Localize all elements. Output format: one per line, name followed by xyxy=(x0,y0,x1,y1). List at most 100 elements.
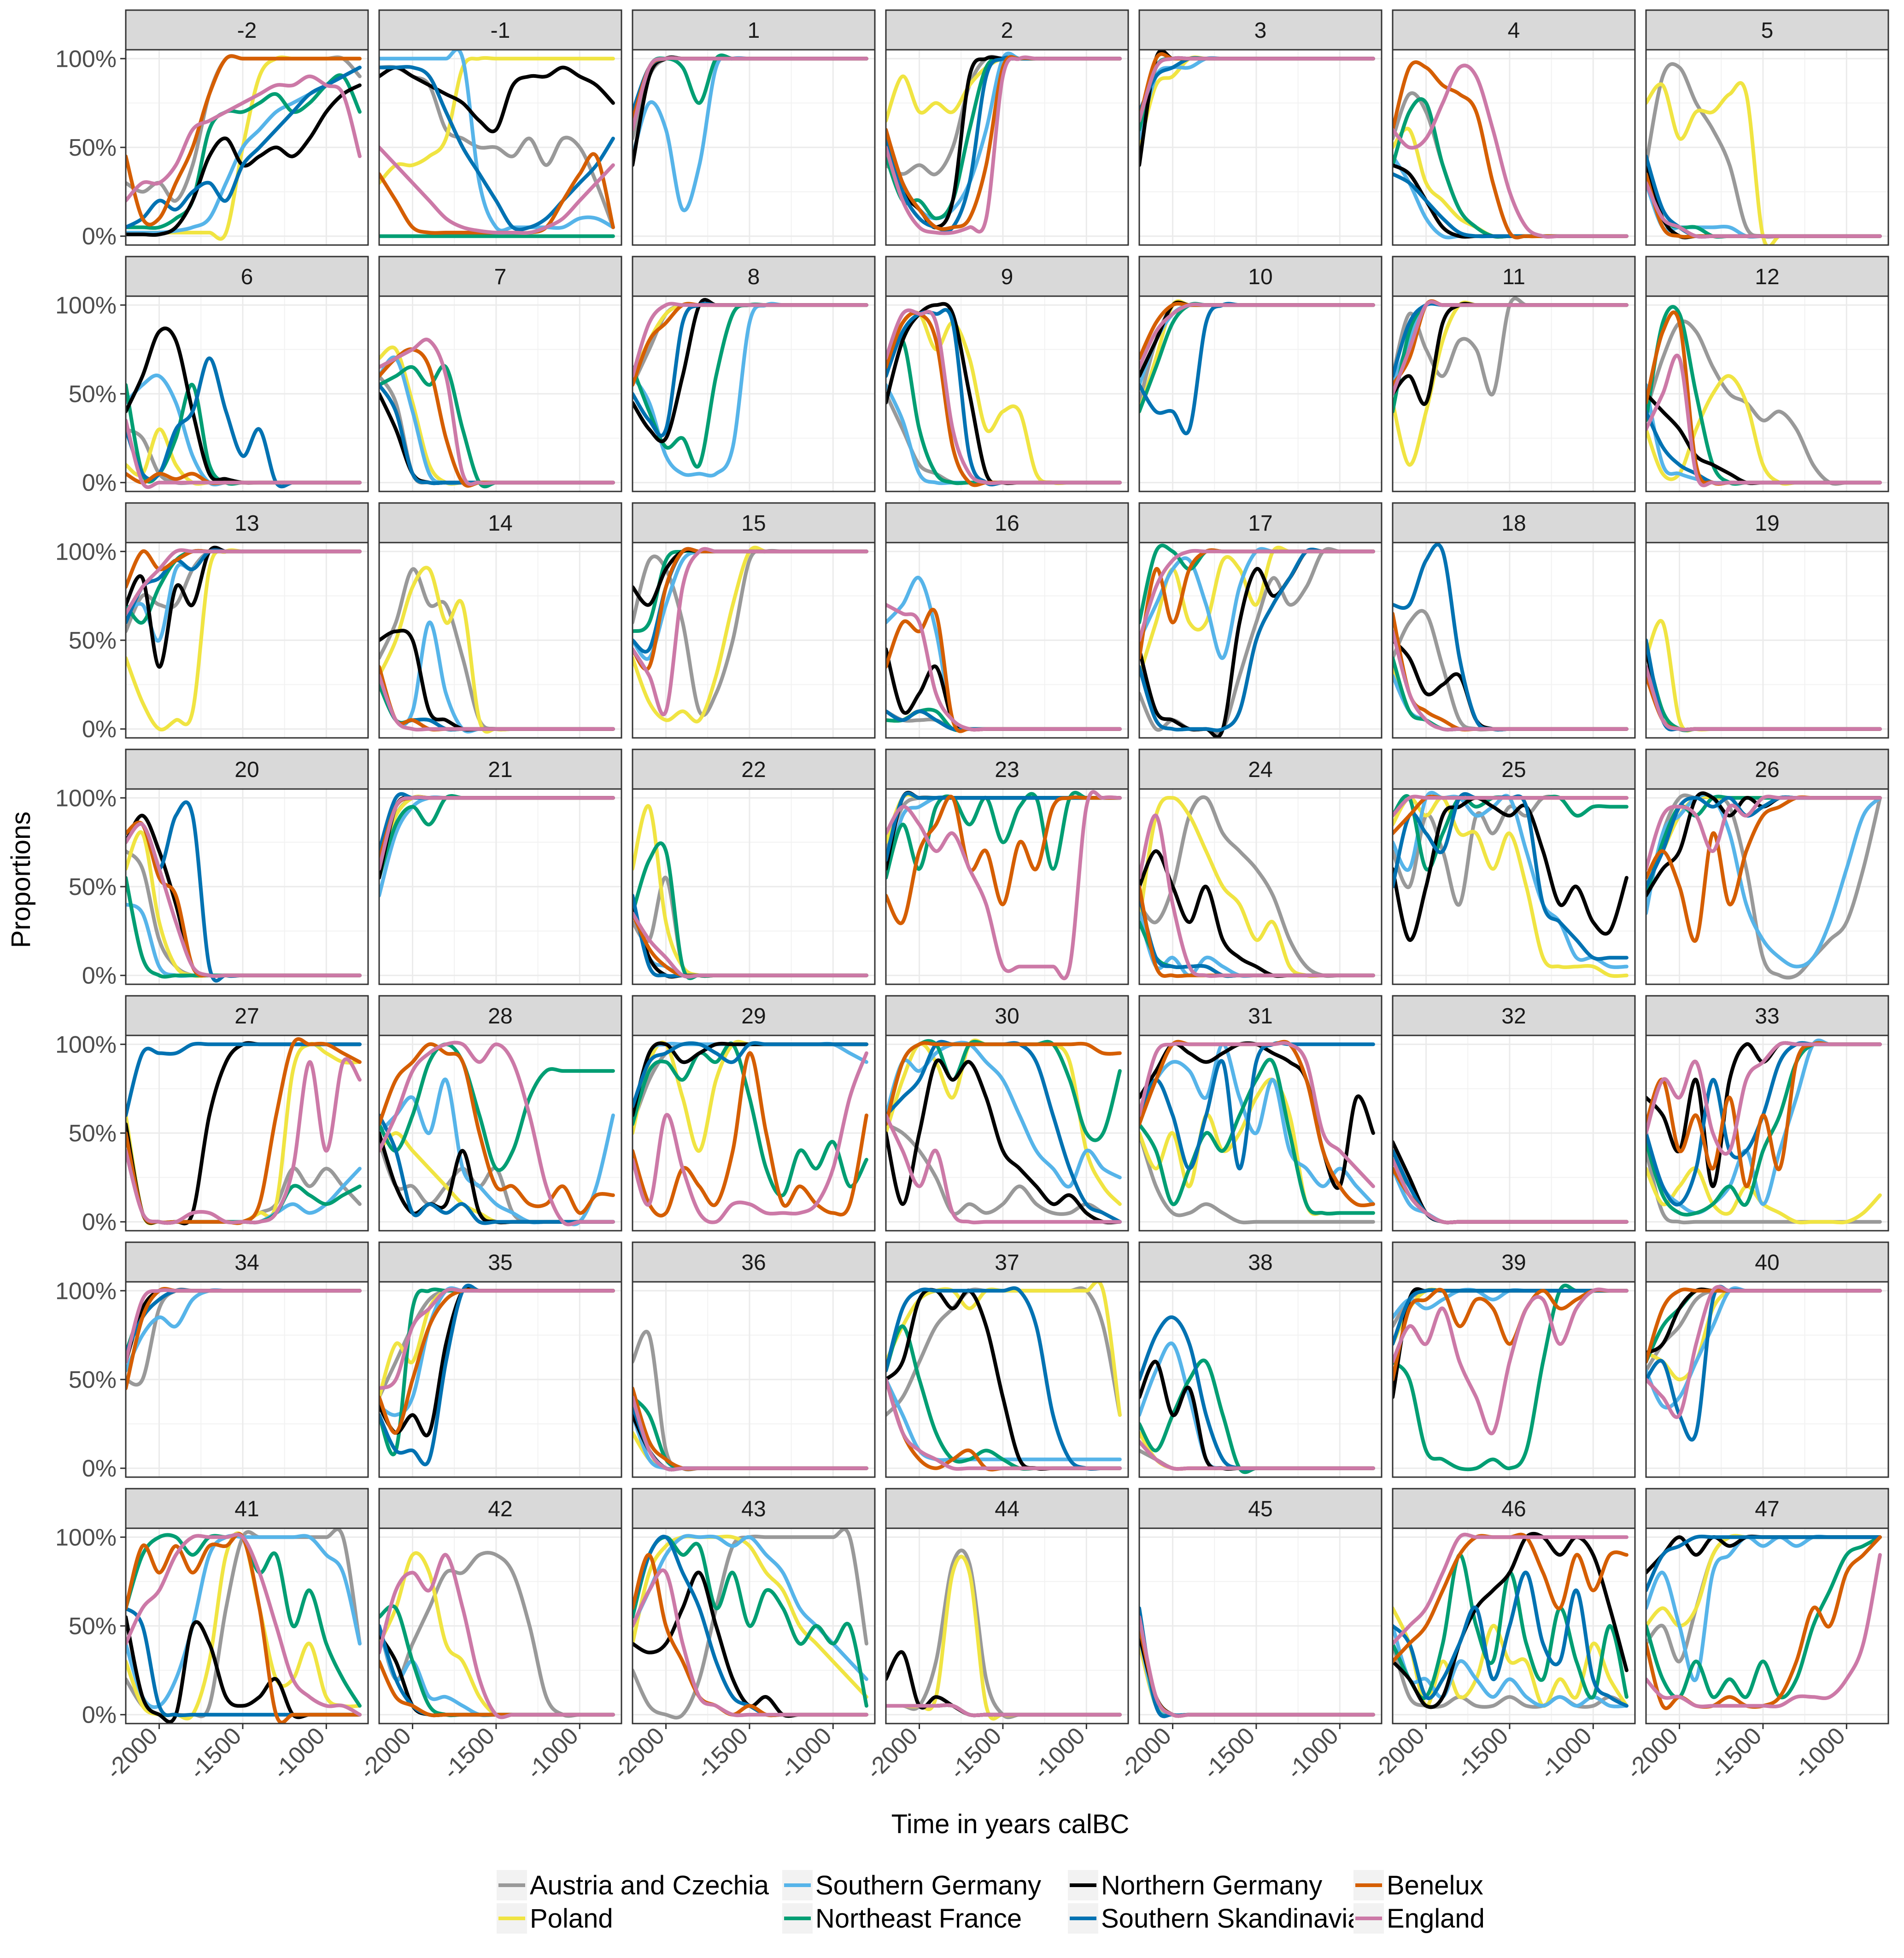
y-tick-label: 50% xyxy=(69,627,117,654)
series-lines xyxy=(633,1330,868,1472)
facet-panel-26: 26 xyxy=(1645,748,1889,985)
legend-label: Southern Germany xyxy=(815,1870,1041,1900)
panel-border xyxy=(378,788,622,985)
facet-panel-25: 25 xyxy=(1392,748,1636,985)
legend-item-benelux: Benelux xyxy=(1353,1870,1483,1900)
facet-strip xyxy=(632,748,876,790)
facet-strip xyxy=(1138,9,1383,51)
facet-panel-27: 27 xyxy=(125,995,369,1232)
panel-border xyxy=(1392,1281,1636,1478)
facet-strip xyxy=(632,9,876,51)
series-lines xyxy=(1139,299,1375,435)
facet-strip xyxy=(1645,1488,1889,1529)
series-line-benelux xyxy=(1393,1532,1629,1664)
facet-strip-label: 39 xyxy=(1501,1251,1526,1275)
panel-border xyxy=(632,295,876,492)
facet-strip-label: -1 xyxy=(491,18,510,43)
panel-border xyxy=(378,295,622,492)
legend-label: Poland xyxy=(530,1904,613,1934)
facet-panel-2: 2 xyxy=(885,9,1129,246)
series-lines xyxy=(886,51,1122,235)
panel-border xyxy=(632,542,876,739)
series-line-northeast-france xyxy=(633,1535,868,1708)
series-line-southern-skandinavia xyxy=(633,1041,868,1109)
facet-strip-label: 22 xyxy=(741,758,766,782)
series-line-england xyxy=(1646,665,1882,732)
panel-border xyxy=(632,1527,876,1724)
series-line-england xyxy=(1393,629,1629,732)
series-lines xyxy=(886,1549,1122,1721)
legend-item-northern-germany: Northern Germany xyxy=(1068,1870,1322,1900)
facet-strip xyxy=(885,256,1129,297)
series-line-northeast-france xyxy=(1646,1535,1882,1700)
series-lines xyxy=(886,575,1122,733)
series-line-england xyxy=(126,74,362,203)
facet-strip-label: 43 xyxy=(741,1497,766,1521)
series-lines xyxy=(379,1040,615,1227)
facet-panel-44: 44 xyxy=(885,1488,1129,1724)
facet-panel-5: 5 xyxy=(1645,9,1889,246)
series-lines xyxy=(1393,1140,1629,1225)
panel-border xyxy=(632,49,876,246)
series-lines xyxy=(633,1528,868,1720)
legend: Austria and Czechia Poland Southern German… xyxy=(497,1870,1485,1934)
legend-label: Southern Skandinavia xyxy=(1101,1904,1363,1934)
facet-panel-45: 45 xyxy=(1138,1488,1383,1724)
series-lines xyxy=(1646,619,1882,733)
series-lines xyxy=(126,1287,362,1391)
legend-label: Northern Germany xyxy=(1101,1870,1322,1900)
series-lines xyxy=(886,1038,1122,1225)
y-tick-label: 50% xyxy=(69,1120,117,1147)
series-line-england xyxy=(886,790,1122,981)
facet-strip-label: 34 xyxy=(234,1251,259,1275)
facet-panel-36: 36 xyxy=(632,1241,876,1478)
facet-strip xyxy=(125,1241,369,1283)
facet-strip xyxy=(885,748,1129,790)
series-line-northern-germany xyxy=(1393,796,1629,942)
series-lines xyxy=(379,792,615,898)
facet-strip xyxy=(1138,256,1383,297)
facet-panel--2: -2 xyxy=(125,9,369,246)
facet-panel-31: 31 xyxy=(1138,995,1383,1232)
series-line-northern-germany xyxy=(1139,1041,1375,1190)
x-axis-title: Time in years calBC xyxy=(891,1809,1130,1839)
facet-strip-label: -2 xyxy=(237,18,257,43)
series-line-austria-and-czechia xyxy=(1139,1131,1375,1225)
series-line-england xyxy=(126,1057,362,1225)
facet-strip xyxy=(1138,995,1383,1036)
series-lines xyxy=(126,800,362,983)
facet-panel-8: 8 xyxy=(632,256,876,492)
y-tick-label: 50% xyxy=(69,1367,117,1393)
series-lines xyxy=(886,790,1122,981)
series-line-england xyxy=(633,911,868,979)
panel-border xyxy=(885,295,1129,492)
facet-strip-label: 42 xyxy=(488,1497,512,1521)
facet-strip-label: 47 xyxy=(1755,1497,1779,1521)
series-lines xyxy=(379,338,615,489)
series-line-england xyxy=(379,1553,615,1719)
panel-border xyxy=(885,788,1129,985)
panel-border xyxy=(632,1281,876,1478)
series-line-england xyxy=(126,548,362,616)
series-line-england xyxy=(633,547,868,717)
facet-strip xyxy=(125,256,369,297)
series-line-england xyxy=(886,1378,1122,1471)
facet-panel-21: 21 xyxy=(378,748,622,985)
facet-strip-label: 7 xyxy=(494,265,507,289)
series-line-benelux xyxy=(886,795,1122,925)
series-line-austria-and-czechia xyxy=(1646,793,1882,980)
series-lines xyxy=(633,1040,868,1224)
series-lines xyxy=(633,53,868,212)
series-line-poland xyxy=(1393,795,1629,978)
series-lines xyxy=(1646,305,1882,487)
series-line-england xyxy=(886,55,1122,235)
facet-strip-label: 24 xyxy=(1248,758,1272,782)
facet-panel-15: 15 xyxy=(632,502,876,739)
panel-border xyxy=(885,542,1129,739)
series-lines xyxy=(1139,1315,1375,1474)
series-lines xyxy=(126,1528,362,1724)
facet-strip-label: 1 xyxy=(748,18,760,43)
panel-border xyxy=(1138,295,1383,492)
